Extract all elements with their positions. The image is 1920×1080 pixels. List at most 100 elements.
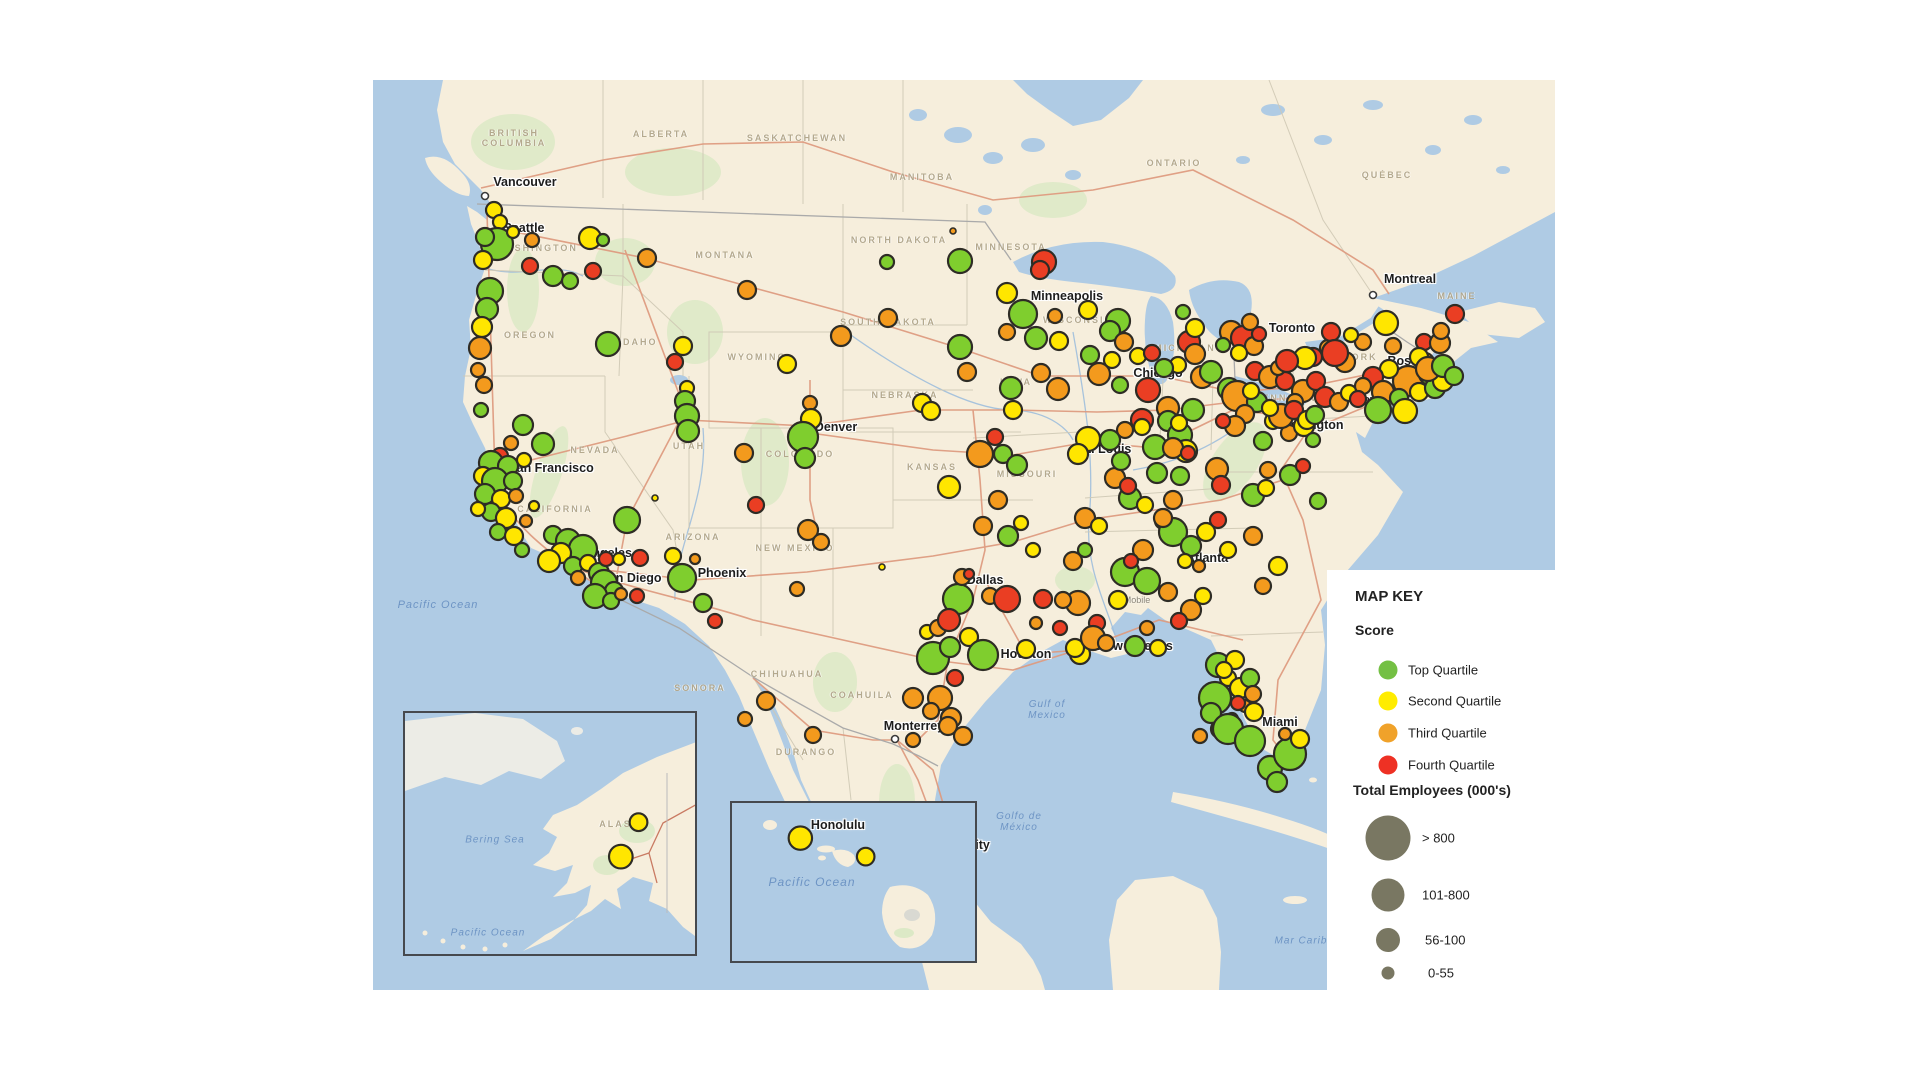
score-bubble	[1179, 444, 1197, 462]
region-label: MAINE	[1437, 291, 1477, 301]
score-bubble	[1002, 399, 1024, 421]
region-label: KANSAS	[906, 462, 958, 472]
score-bubble	[663, 546, 683, 566]
score-bubble	[541, 264, 565, 288]
score-bubble	[1243, 684, 1263, 704]
hawaii-inset: Honolulu Pacific Ocean	[730, 801, 977, 963]
region-label: QUÉBEC	[1361, 170, 1413, 180]
score-bubble	[998, 375, 1024, 401]
score-bubble	[997, 322, 1017, 342]
score-bubble	[474, 375, 494, 395]
region-label: WYOMING	[727, 352, 787, 362]
water-label: Pacific Ocean	[397, 599, 479, 611]
score-bubble	[560, 271, 580, 291]
basemap-geography	[425, 80, 1555, 990]
score-bubble	[1242, 525, 1264, 547]
score-bubble	[665, 352, 685, 372]
score-bubble	[755, 690, 777, 712]
score-bubble	[788, 580, 806, 598]
fourth-quartile-label: Fourth Quartile	[1408, 757, 1495, 773]
alaska-region-label: ALASKA	[599, 819, 649, 829]
alaska-water-label: Bering Sea	[465, 834, 525, 846]
second-quartile-label: Second Quartile	[1408, 693, 1502, 709]
size-56-100-circle	[1376, 928, 1400, 952]
score-bubble	[513, 541, 531, 559]
score-bubble	[472, 401, 490, 419]
score-bubble	[1289, 728, 1311, 750]
score-bubble	[1193, 586, 1213, 606]
city-label-dallas: Dallas	[966, 573, 1004, 587]
score-bubble	[1320, 338, 1350, 368]
score-bubble	[1179, 598, 1203, 622]
score-bubble	[505, 224, 521, 240]
hawaii-city-label: Honolulu	[810, 818, 866, 832]
score-bubble	[1243, 701, 1265, 723]
score-bubble	[1277, 726, 1293, 742]
score-bubble	[1110, 375, 1130, 395]
score-bubble	[1229, 343, 1249, 363]
score-bubble	[1024, 541, 1042, 559]
score-bubble	[1431, 321, 1451, 341]
score-bubble	[688, 552, 702, 566]
score-bubble	[1260, 398, 1280, 418]
score-bubble	[1372, 309, 1400, 337]
score-bubble	[1051, 619, 1069, 637]
top-quartile-dot	[1378, 660, 1398, 680]
score-bubble	[921, 701, 941, 721]
score-bubble	[1007, 298, 1039, 330]
score-bubble	[672, 335, 694, 357]
city-label-vancouver: Vancouver	[493, 175, 557, 189]
score-bubble	[675, 418, 701, 444]
region-label: SOUTH DAKOTA	[840, 317, 936, 327]
score-bubble	[469, 361, 487, 379]
score-bubble	[1089, 516, 1109, 536]
score-bubble	[1214, 336, 1232, 354]
third-quartile-dot	[1378, 723, 1398, 743]
score-bubble	[595, 232, 611, 248]
score-bubble	[1122, 552, 1140, 570]
score-bubble	[1304, 431, 1322, 449]
score-bubble	[1107, 589, 1129, 611]
score-bubble	[733, 442, 755, 464]
score-bubble	[491, 213, 509, 231]
hawaii-bubbles	[787, 825, 876, 867]
region-label: COAHUILA	[830, 690, 894, 700]
score-bubble	[1131, 538, 1155, 562]
score-bubble	[1145, 461, 1169, 485]
score-bubble	[470, 315, 494, 339]
legend-title: MAP KEY	[1355, 588, 1424, 605]
size-gt800-label: > 800	[1422, 830, 1455, 846]
score-bubble	[1267, 555, 1289, 577]
score-bubble	[1191, 558, 1207, 574]
score-bubble	[502, 434, 520, 452]
score-bubble	[1123, 634, 1147, 658]
score-bubble	[1152, 507, 1174, 529]
size-101-800-label: 101-800	[1422, 887, 1470, 903]
score-bubble	[474, 226, 496, 248]
score-bubble	[1015, 638, 1037, 660]
score-bubble	[1077, 299, 1099, 321]
score-bubble	[1241, 381, 1261, 401]
score-bubble	[1169, 611, 1189, 631]
score-bubble	[569, 569, 587, 587]
score-bubble	[597, 550, 615, 568]
size-0-55-circle	[1381, 966, 1395, 980]
score-bubble	[613, 586, 629, 602]
score-bubble	[1157, 581, 1179, 603]
score-bubble	[469, 500, 487, 518]
score-bubble	[1135, 495, 1155, 515]
score-bubble	[1113, 331, 1135, 353]
score-bubble	[987, 489, 1009, 511]
score-bubble	[1274, 348, 1300, 374]
region-label: DURANGO	[775, 747, 837, 757]
score-bubble	[706, 612, 724, 630]
score-bubble	[1208, 510, 1228, 530]
score-bubble	[878, 563, 886, 571]
score-bubble	[1012, 514, 1030, 532]
score-bubble	[1030, 362, 1052, 384]
city-label-minneapolis: Minneapolis	[1030, 289, 1104, 303]
score-bubble	[1046, 307, 1064, 325]
region-label: OREGON	[503, 330, 557, 340]
score-bubble	[1032, 588, 1054, 610]
